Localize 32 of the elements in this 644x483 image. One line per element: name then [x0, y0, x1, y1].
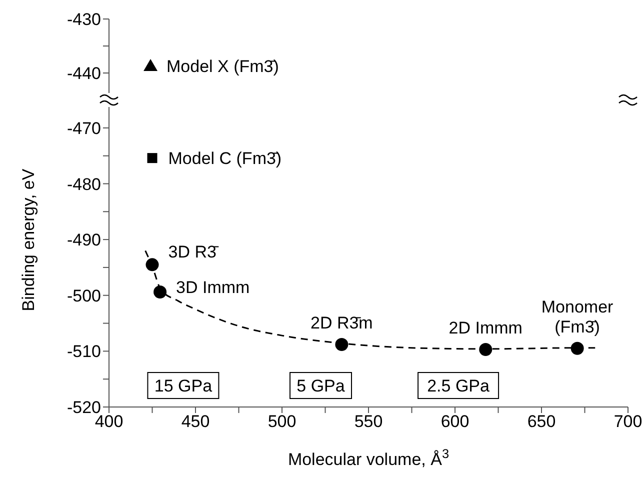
y-tick-label: -470 — [66, 118, 101, 138]
x-tick-label: 650 — [527, 412, 556, 432]
series-label: Model C (Fm3̄) — [168, 148, 282, 168]
x-tick-label: 400 — [94, 412, 124, 432]
series-label: 2D Immm — [448, 318, 522, 338]
y-tick-label: -430 — [66, 10, 101, 30]
annotation: 2.5 GPa — [427, 376, 490, 396]
y-tick-label: -500 — [66, 286, 101, 306]
point — [154, 286, 167, 299]
point — [479, 343, 492, 356]
series-label: 3D Immm — [176, 278, 250, 297]
y-axis-title: Binding energy, eV — [18, 168, 38, 312]
series-label: 3D R3̄ — [168, 242, 220, 262]
x-tick-label: 600 — [440, 412, 470, 432]
y-tick-label: -480 — [66, 174, 101, 194]
y-tick-label: -490 — [66, 230, 101, 250]
x-tick-label: 500 — [268, 412, 296, 432]
y-tick-label: -440 — [66, 64, 101, 84]
annotation: 15 GPa — [154, 376, 213, 396]
x-tick-label: 700 — [614, 412, 642, 432]
x-tick-label: 450 — [181, 412, 210, 432]
point — [147, 153, 158, 164]
series-label: Monomer (Fm3̄) — [541, 296, 614, 336]
x-tick-label: 550 — [354, 412, 383, 432]
point — [146, 258, 159, 272]
y-tick-label: -510 — [66, 342, 101, 362]
series-label: Model X (Fm3̄) — [166, 56, 279, 76]
series-label: 2D R3̄m — [310, 312, 373, 332]
point — [335, 338, 348, 351]
x-axis-title: Molecular volume, Å$^{3}$ — [288, 446, 450, 469]
annotation: 5 GPa — [296, 376, 346, 396]
point — [570, 342, 584, 355]
